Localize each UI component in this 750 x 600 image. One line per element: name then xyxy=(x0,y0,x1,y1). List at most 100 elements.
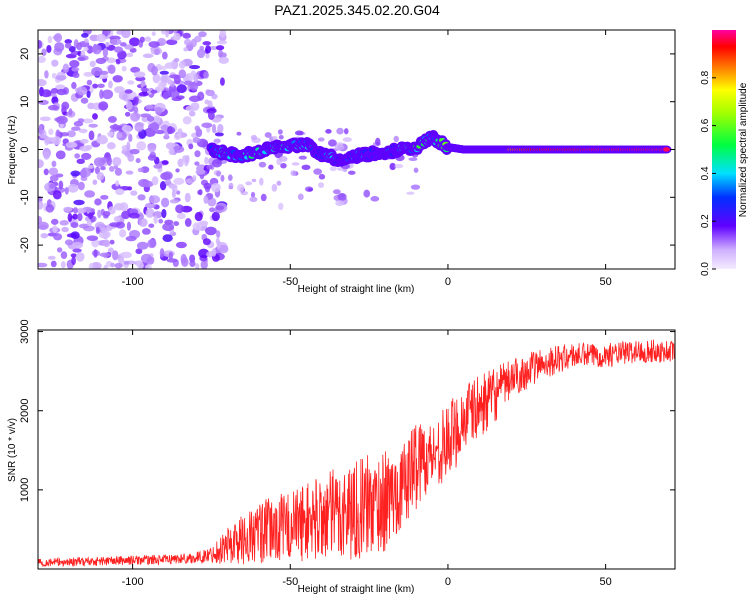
noise-blob xyxy=(171,189,176,199)
noise-blob xyxy=(88,130,95,141)
noise-blob xyxy=(124,89,133,94)
noise-blob xyxy=(181,257,189,267)
snr-x-tick-label: 50 xyxy=(599,576,611,588)
noise-blob xyxy=(121,30,131,39)
noise-blob xyxy=(161,75,168,83)
scatter-blob xyxy=(227,174,233,181)
noise-blob xyxy=(53,233,63,241)
noise-blob xyxy=(198,31,207,38)
noise-blob xyxy=(184,218,192,227)
noise-blob xyxy=(159,70,169,75)
noise-blob xyxy=(112,156,122,167)
noise-blob xyxy=(103,239,111,248)
noise-blob xyxy=(137,167,144,173)
scatter-blob xyxy=(406,191,415,195)
scatter-blob xyxy=(410,184,421,190)
scatter-blob xyxy=(260,193,267,202)
noise-blob xyxy=(38,55,46,64)
scatter-blob xyxy=(389,162,396,171)
noise-blob xyxy=(154,48,160,56)
noise-blob xyxy=(80,167,92,178)
noise-blob xyxy=(64,239,74,246)
noise-blob xyxy=(129,37,140,47)
noise-blob xyxy=(194,211,203,222)
snr-x-tick-label: -100 xyxy=(122,576,144,588)
noise-blob xyxy=(153,215,158,224)
noise-blob xyxy=(71,126,81,131)
noise-blob xyxy=(188,143,194,150)
noise-blob xyxy=(220,174,225,182)
colorbar-tick-label: 0.0 xyxy=(700,262,711,276)
noise-blob xyxy=(124,44,134,50)
noise-blob xyxy=(103,264,108,269)
noise-blob xyxy=(205,164,213,170)
noise-blob xyxy=(82,118,94,124)
noise-blob xyxy=(160,30,166,35)
noise-blob xyxy=(145,104,154,110)
noise-blob xyxy=(98,230,111,239)
noise-blob xyxy=(86,79,93,86)
noise-blob xyxy=(168,147,175,156)
scatter-blob xyxy=(363,189,371,198)
noise-blob xyxy=(76,42,83,51)
spectrogram-x-label: Height of straight line (km) xyxy=(298,284,415,295)
ridge-core xyxy=(662,147,670,152)
noise-blob xyxy=(215,45,225,51)
noise-blob xyxy=(169,199,179,204)
noise-blob xyxy=(109,239,115,245)
scatter-blob xyxy=(335,200,345,207)
noise-blob xyxy=(168,88,180,99)
noise-blob xyxy=(51,96,59,105)
noise-blob xyxy=(140,87,150,92)
noise-blob xyxy=(147,238,157,249)
noise-blob xyxy=(119,202,129,212)
noise-blob xyxy=(151,31,156,37)
noise-blob xyxy=(96,135,109,145)
noise-blob xyxy=(175,168,180,173)
noise-blob xyxy=(173,177,185,185)
noise-blob xyxy=(108,206,116,215)
snr-y-label: SNR (10 * v/v) xyxy=(7,418,18,482)
noise-blob xyxy=(136,141,147,151)
noise-blob xyxy=(47,104,59,111)
snr-y-tick-label: 3000 xyxy=(19,319,31,343)
scatter-blob xyxy=(327,139,337,147)
scatter-blob xyxy=(236,131,242,136)
noise-blob xyxy=(160,197,170,208)
noise-blob xyxy=(204,156,209,165)
noise-blob xyxy=(71,66,80,72)
noise-blob xyxy=(188,64,201,70)
noise-blob xyxy=(64,42,72,49)
scatter-blob xyxy=(347,170,356,175)
noise-blob xyxy=(80,138,89,144)
noise-blob xyxy=(147,144,157,153)
noise-blob xyxy=(84,190,96,198)
spectrogram-blobs xyxy=(38,30,672,269)
noise-blob xyxy=(150,121,159,131)
noise-blob xyxy=(168,251,173,261)
scatter-blob xyxy=(271,183,278,192)
noise-blob xyxy=(119,229,127,238)
noise-blob xyxy=(166,258,178,263)
noise-blob xyxy=(44,70,49,79)
snr-line xyxy=(38,339,675,568)
spectrogram-x-tick-label: -100 xyxy=(122,276,144,288)
noise-blob xyxy=(44,135,50,146)
noise-blob xyxy=(60,251,68,259)
noise-blob xyxy=(136,261,144,269)
noise-blob xyxy=(192,222,203,231)
noise-blob xyxy=(60,261,66,269)
noise-blob xyxy=(45,204,55,213)
noise-blob xyxy=(121,210,131,220)
noise-blob xyxy=(84,38,89,44)
scatter-blob xyxy=(313,168,323,175)
noise-blob xyxy=(51,72,57,79)
scatter-blob xyxy=(279,155,288,162)
noise-blob xyxy=(161,51,168,60)
spectrogram-x-ticks: -100 -50 0 50 xyxy=(122,30,612,288)
noise-blob xyxy=(125,111,131,117)
noise-blob xyxy=(203,71,209,79)
noise-blob xyxy=(112,250,119,261)
noise-blob xyxy=(73,199,85,206)
